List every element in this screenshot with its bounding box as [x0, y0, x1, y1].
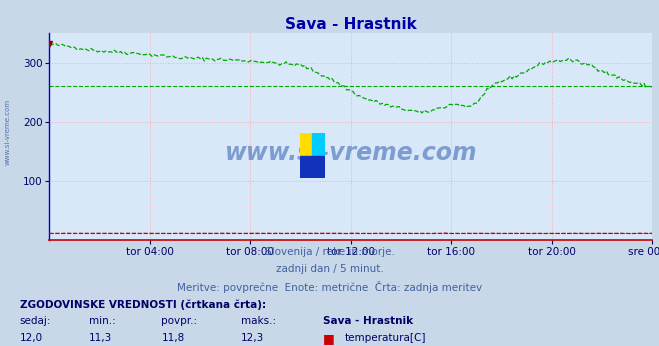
- Bar: [300, 133, 312, 156]
- Text: sedaj:: sedaj:: [20, 316, 51, 326]
- Text: Meritve: povprečne  Enote: metrične  Črta: zadnja meritev: Meritve: povprečne Enote: metrične Črta:…: [177, 281, 482, 293]
- Text: min.:: min.:: [89, 316, 116, 326]
- Text: www.si-vreme.com: www.si-vreme.com: [225, 141, 477, 165]
- Text: Sava - Hrastnik: Sava - Hrastnik: [323, 316, 413, 326]
- Text: 11,3: 11,3: [89, 333, 112, 343]
- Text: Slovenija / reke in morje.: Slovenija / reke in morje.: [264, 247, 395, 257]
- Text: www.si-vreme.com: www.si-vreme.com: [5, 98, 11, 165]
- Text: 12,0: 12,0: [20, 333, 43, 343]
- Bar: [312, 133, 325, 156]
- Text: 11,8: 11,8: [161, 333, 185, 343]
- Text: ZGODOVINSKE VREDNOSTI (črtkana črta):: ZGODOVINSKE VREDNOSTI (črtkana črta):: [20, 299, 266, 310]
- Text: ■: ■: [323, 333, 335, 346]
- Text: 12,3: 12,3: [241, 333, 264, 343]
- Text: maks.:: maks.:: [241, 316, 275, 326]
- Bar: [300, 156, 325, 178]
- Text: temperatura[C]: temperatura[C]: [345, 333, 426, 343]
- Text: zadnji dan / 5 minut.: zadnji dan / 5 minut.: [275, 264, 384, 274]
- Text: povpr.:: povpr.:: [161, 316, 198, 326]
- Title: Sava - Hrastnik: Sava - Hrastnik: [285, 17, 416, 32]
